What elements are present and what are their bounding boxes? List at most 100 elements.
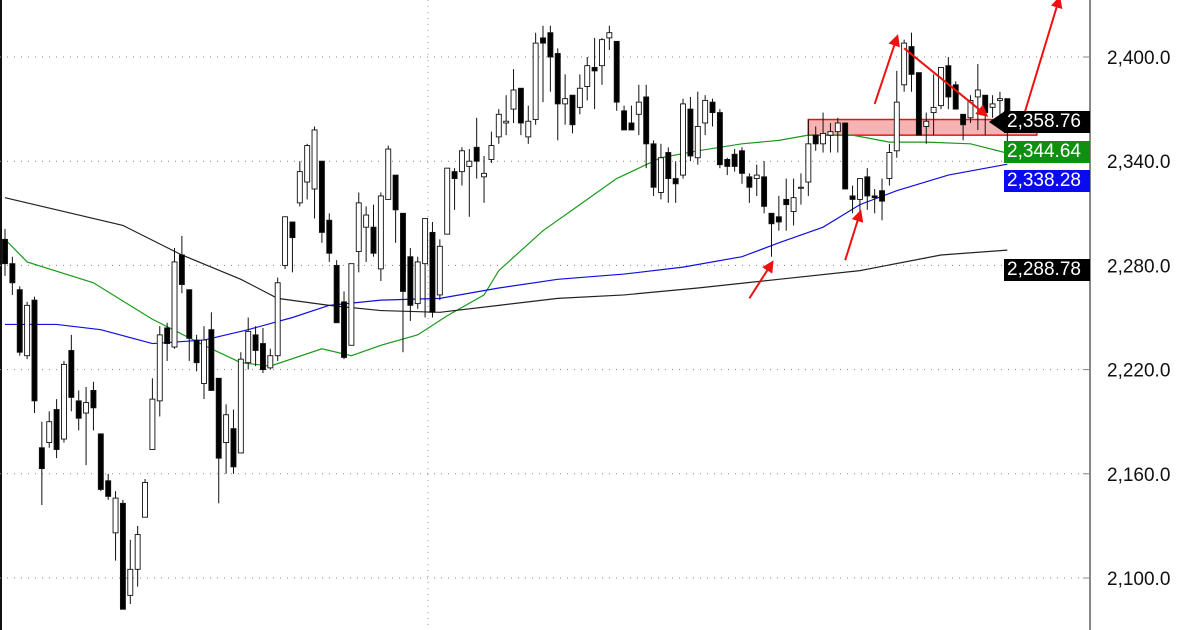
candle-up: [377, 192, 384, 282]
candle-up: [458, 147, 465, 186]
candle-body: [768, 212, 775, 225]
candle-up: [274, 277, 281, 361]
candle-body: [31, 299, 38, 402]
candle-body: [178, 254, 185, 285]
candle-down: [208, 312, 215, 391]
candle-down: [38, 421, 45, 506]
candle-body: [915, 72, 922, 136]
candle-body: [451, 171, 458, 180]
candle-up: [893, 70, 900, 158]
ma-green-value: 2,344.64: [1007, 141, 1081, 162]
candle-body: [783, 198, 790, 206]
candle-up: [525, 105, 532, 144]
candle-body: [886, 152, 893, 180]
candle-body: [201, 339, 207, 384]
candle-body: [237, 358, 244, 454]
candle-up: [83, 386, 90, 466]
candle-up: [201, 326, 207, 400]
candle-body: [16, 289, 23, 353]
candle-down: [68, 334, 75, 412]
candle-down: [400, 212, 406, 353]
candle-body: [554, 53, 561, 105]
candle-body: [901, 42, 908, 86]
candle-body: [945, 65, 952, 98]
candle-body: [186, 289, 193, 339]
candle-up: [444, 167, 451, 235]
annotation-arrow: [873, 34, 900, 105]
candle-down: [643, 84, 650, 169]
y-tick-label: 2,340.0: [1107, 152, 1170, 173]
candle-body: [960, 113, 967, 126]
candle-body: [997, 98, 1003, 101]
candle-body: [267, 355, 274, 369]
candle-down: [731, 149, 738, 172]
candle-body: [326, 219, 333, 254]
candle-down: [908, 32, 915, 92]
y-tick-label: 2,100.0: [1107, 569, 1170, 590]
candle-up: [267, 348, 274, 370]
candle-body: [473, 146, 480, 162]
candle-up: [680, 98, 686, 179]
candle-down: [864, 168, 871, 210]
candle-up: [363, 206, 370, 262]
candle-body: [532, 42, 539, 120]
candle-up: [967, 95, 974, 123]
candle-down: [260, 327, 266, 374]
candle-down: [569, 94, 576, 134]
candle-body: [46, 421, 53, 443]
candle-body: [149, 398, 156, 450]
candle-body: [517, 87, 524, 124]
candle-body: [282, 216, 289, 266]
candle-body: [525, 120, 532, 138]
candle-down: [289, 221, 296, 273]
candle-body: [982, 94, 989, 114]
candle-body: [503, 120, 510, 124]
candle-down: [672, 161, 679, 203]
candle-body: [694, 126, 701, 159]
candle-down: [31, 296, 38, 414]
candle-up: [599, 37, 605, 85]
candle-down: [812, 126, 819, 151]
candle-body: [223, 414, 230, 443]
candle-up: [414, 256, 421, 309]
candle-down: [97, 433, 104, 492]
candle-down: [215, 377, 222, 504]
candle-down: [716, 109, 723, 169]
candle-body: [849, 195, 856, 200]
candle-body: [665, 152, 672, 180]
candle-body: [753, 174, 760, 180]
candle-up: [923, 112, 930, 144]
candle-body: [569, 94, 576, 126]
candle-up: [886, 143, 893, 186]
candle-body: [9, 263, 16, 284]
candle-body: [856, 178, 863, 200]
candle-up: [938, 66, 944, 110]
candle-body: [355, 202, 362, 252]
candle-body: [142, 482, 148, 518]
ma-black-line: [4, 197, 1008, 313]
candle-down: [252, 326, 259, 367]
candle-body: [820, 132, 827, 145]
candle-up: [282, 216, 289, 269]
candle-down: [628, 105, 635, 131]
candle-body: [304, 145, 311, 183]
candle-up: [171, 248, 178, 349]
candle-down: [370, 204, 377, 257]
candle-body: [164, 327, 171, 345]
candle-up: [488, 131, 495, 163]
candle-down: [186, 289, 193, 361]
candle-body: [812, 134, 819, 145]
candle-body: [495, 113, 502, 138]
candle-body: [260, 343, 266, 371]
candle-body: [599, 39, 605, 67]
candle-down: [451, 168, 458, 210]
candle-down: [230, 409, 237, 474]
candle-up: [24, 301, 31, 360]
candle-up: [237, 352, 244, 454]
candle-body: [83, 402, 90, 414]
candle-up: [127, 539, 134, 605]
candle-up: [930, 74, 937, 136]
candle-down: [164, 322, 171, 361]
candle-down: [2, 228, 8, 276]
